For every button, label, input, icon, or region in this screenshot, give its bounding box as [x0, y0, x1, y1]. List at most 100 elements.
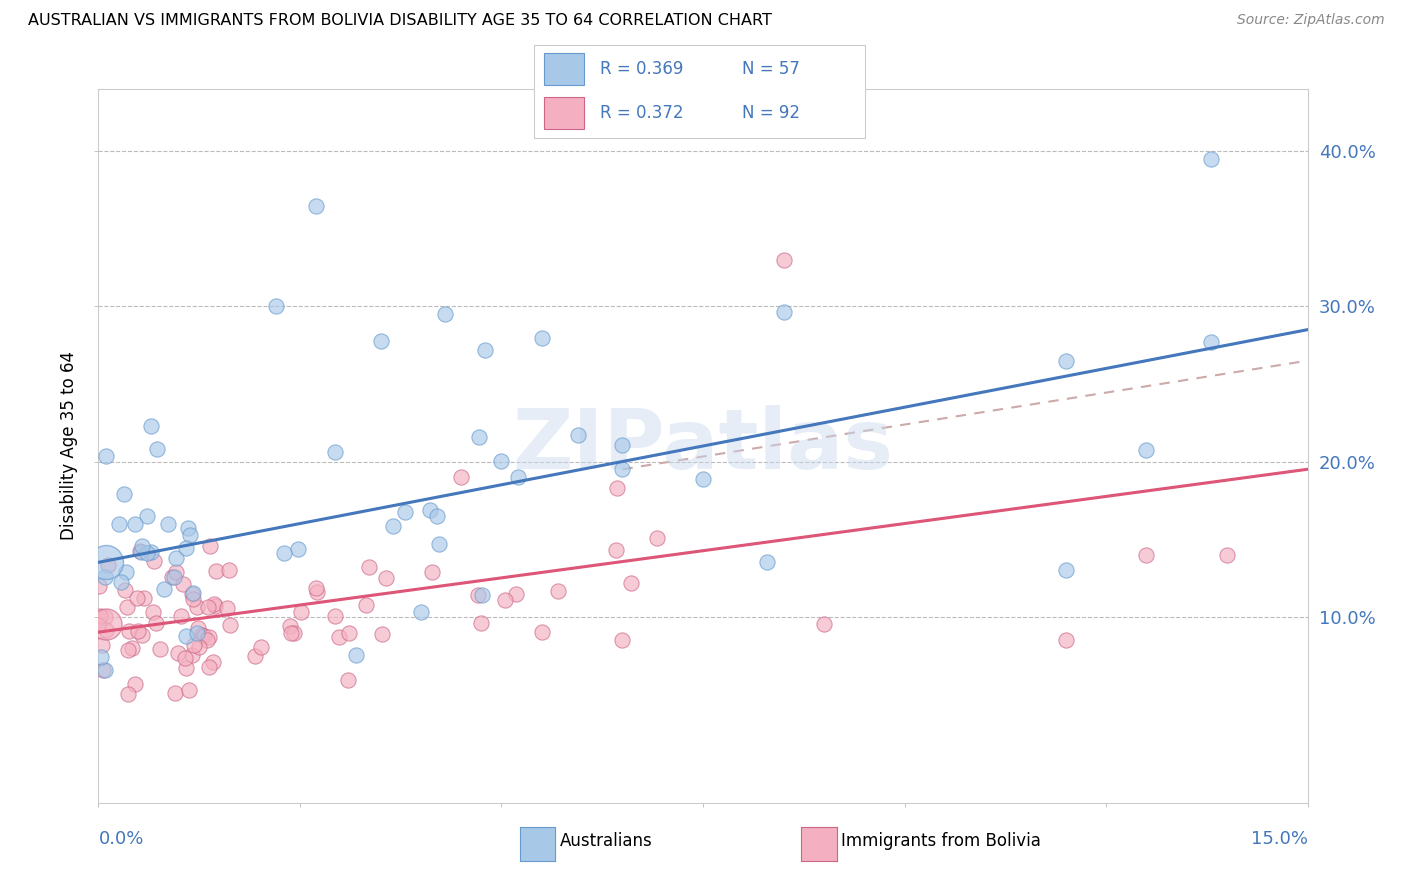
- Point: [181, 586, 204, 600]
- Point: [124, 516, 146, 531]
- Point: [124, 677, 146, 691]
- Text: AUSTRALIAN VS IMMIGRANTS FROM BOLIVIA DISABILITY AGE 35 TO 64 CORRELATION CHART: AUSTRALIAN VS IMMIGRANTS FROM BOLIVIA DI…: [28, 13, 772, 29]
- Point: [129, 543, 152, 558]
- Point: [157, 516, 180, 531]
- Point: [394, 505, 416, 519]
- Point: [692, 471, 714, 485]
- Point: [506, 470, 529, 484]
- Point: [346, 648, 368, 662]
- Text: Australians: Australians: [560, 832, 652, 850]
- Point: [491, 454, 513, 468]
- Point: [117, 688, 139, 702]
- Point: [193, 629, 215, 643]
- Point: [94, 663, 117, 677]
- Point: [605, 543, 627, 558]
- Point: [427, 536, 450, 550]
- Point: [177, 683, 200, 698]
- Point: [197, 600, 219, 615]
- FancyBboxPatch shape: [544, 53, 583, 85]
- Text: Immigrants from Bolivia: Immigrants from Bolivia: [841, 832, 1040, 850]
- Point: [283, 625, 305, 640]
- Text: N = 57: N = 57: [742, 60, 800, 78]
- Point: [612, 462, 634, 476]
- Point: [87, 617, 110, 632]
- Point: [494, 593, 516, 607]
- Point: [135, 508, 157, 523]
- Point: [772, 305, 794, 319]
- Point: [132, 591, 155, 606]
- Point: [112, 487, 135, 501]
- Point: [131, 539, 153, 553]
- Point: [94, 610, 117, 624]
- Point: [474, 343, 496, 357]
- Point: [1054, 632, 1077, 647]
- Point: [264, 299, 287, 313]
- Point: [202, 655, 225, 669]
- Point: [187, 640, 209, 654]
- Point: [280, 626, 302, 640]
- Point: [198, 630, 221, 644]
- Y-axis label: Disability Age 35 to 64: Disability Age 35 to 64: [60, 351, 79, 541]
- Point: [118, 624, 141, 638]
- Point: [567, 428, 589, 442]
- Point: [434, 307, 457, 321]
- Point: [172, 577, 194, 591]
- Point: [183, 639, 205, 653]
- Point: [145, 616, 167, 631]
- Point: [91, 638, 114, 652]
- FancyBboxPatch shape: [544, 97, 583, 129]
- Point: [219, 617, 242, 632]
- Point: [420, 566, 443, 580]
- Point: [96, 617, 118, 632]
- Point: [94, 449, 117, 463]
- Point: [339, 626, 361, 640]
- Point: [174, 661, 197, 675]
- Point: [756, 555, 779, 569]
- Point: [176, 541, 198, 556]
- Point: [181, 586, 204, 600]
- Point: [139, 545, 162, 559]
- Point: [117, 643, 139, 657]
- Point: [142, 553, 165, 567]
- Point: [467, 588, 489, 602]
- Point: [91, 663, 114, 677]
- Point: [115, 565, 138, 579]
- Point: [450, 470, 472, 484]
- Point: [90, 649, 112, 664]
- Point: [426, 509, 449, 524]
- Point: [1054, 563, 1077, 577]
- Point: [287, 542, 309, 557]
- Point: [160, 570, 183, 584]
- Point: [354, 598, 377, 612]
- Point: [305, 198, 328, 212]
- Point: [204, 599, 226, 614]
- Point: [149, 642, 172, 657]
- Text: N = 92: N = 92: [742, 104, 800, 122]
- Text: Source: ZipAtlas.com: Source: ZipAtlas.com: [1237, 13, 1385, 28]
- Point: [165, 551, 187, 566]
- Point: [471, 588, 494, 602]
- Point: [121, 640, 143, 655]
- Point: [141, 419, 163, 434]
- Point: [1199, 334, 1222, 349]
- Point: [202, 597, 225, 611]
- Point: [409, 605, 432, 619]
- Point: [187, 621, 209, 635]
- Point: [198, 539, 221, 553]
- Point: [165, 565, 187, 579]
- Point: [114, 583, 136, 598]
- Point: [290, 605, 312, 619]
- Point: [1135, 548, 1157, 562]
- Point: [530, 625, 553, 640]
- Point: [186, 626, 208, 640]
- Point: [273, 545, 295, 559]
- Point: [198, 659, 221, 673]
- Point: [96, 555, 118, 569]
- Point: [245, 649, 267, 664]
- Point: [278, 619, 301, 633]
- Point: [1199, 152, 1222, 166]
- Point: [108, 516, 131, 531]
- Point: [179, 528, 201, 542]
- Point: [135, 546, 157, 560]
- Point: [115, 599, 138, 614]
